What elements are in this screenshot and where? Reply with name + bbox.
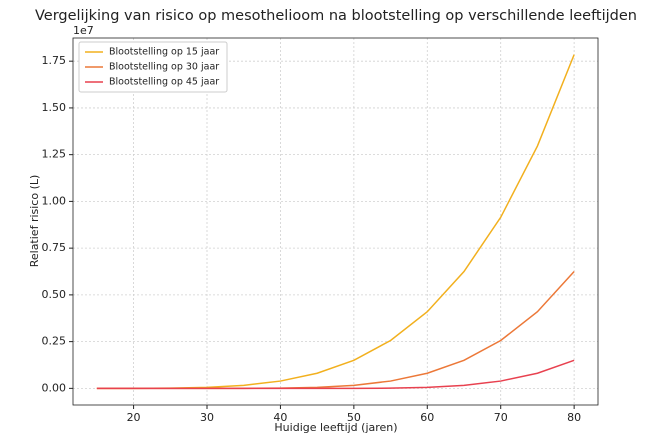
x-tick-label: 80 (567, 411, 581, 424)
x-tick-label: 70 (494, 411, 508, 424)
y-tick-label: 1.75 (42, 54, 67, 67)
plot-frame (72, 37, 599, 406)
legend-box (78, 41, 228, 93)
x-tick-label: 30 (200, 411, 214, 424)
y-tick-label: 1.00 (42, 194, 67, 207)
legend-label: Blootstelling op 45 jaar (109, 77, 219, 88)
y-tick-label: 0.25 (42, 335, 67, 348)
legend-label: Blootstelling op 15 jaar (109, 47, 219, 58)
x-axis-label: Huidige leeftijd (jaren) (274, 421, 397, 434)
x-tick-label: 60 (420, 411, 434, 424)
legend-label: Blootstelling op 30 jaar (109, 62, 219, 73)
y-tick-label: 1.50 (42, 101, 67, 114)
chart-title: Vergelijking van risico op mesothelioom … (35, 8, 637, 24)
y-offset-label: 1e7 (73, 24, 94, 37)
y-tick-label: 0.75 (42, 241, 67, 254)
y-axis-label: Relatief risico (L) (28, 175, 41, 268)
y-tick-label: 0.50 (42, 288, 67, 301)
x-tick-label: 40 (273, 411, 287, 424)
line-series (96, 271, 575, 390)
line-series (96, 359, 575, 390)
y-tick-label: 1.25 (42, 148, 67, 161)
y-tick-label: 0.00 (42, 381, 67, 394)
legend: Blootstelling op 15 jaar Blootstelling op… (78, 41, 228, 93)
x-tick-label: 20 (127, 411, 141, 424)
x-tick-label: 50 (347, 411, 361, 424)
